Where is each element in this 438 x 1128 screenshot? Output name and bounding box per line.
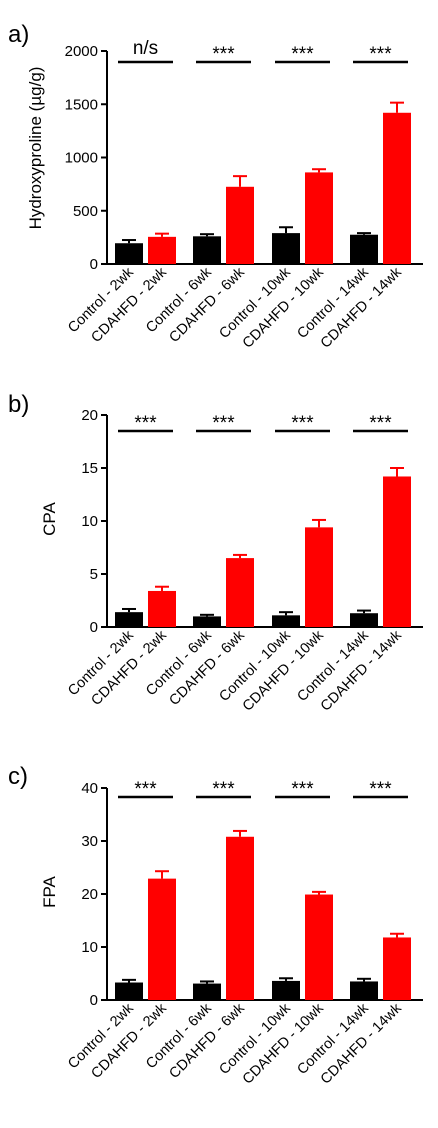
- y-axis-label: Hydroxyproline (µg/g): [26, 67, 45, 230]
- significance-label: ***: [212, 779, 235, 800]
- bar: [350, 981, 378, 1000]
- y-tick-label: 10: [81, 513, 98, 530]
- y-tick-label: 10: [81, 939, 98, 956]
- bar: [272, 233, 300, 264]
- y-tick-label: 1000: [65, 150, 98, 167]
- significance-label: ***: [134, 413, 157, 434]
- significance-label: ***: [134, 779, 157, 800]
- bar: [383, 112, 411, 265]
- bar: [305, 172, 333, 264]
- significance-label: ***: [291, 44, 314, 65]
- bar: [305, 527, 333, 627]
- bar: [148, 878, 176, 1000]
- significance-label: n/s: [133, 38, 158, 59]
- significance-label: ***: [212, 44, 235, 65]
- panel-label: c): [8, 763, 28, 790]
- significance-label: ***: [291, 779, 314, 800]
- significance-label: ***: [369, 779, 392, 800]
- y-tick-label: 1500: [65, 96, 98, 113]
- bar: [193, 236, 221, 264]
- significance-label: ***: [291, 413, 314, 434]
- bar: [193, 983, 221, 1000]
- bar: [115, 612, 143, 627]
- significance-label: ***: [212, 413, 235, 434]
- bar: [148, 236, 176, 264]
- y-axis-label: CPA: [40, 501, 59, 535]
- panel-label: a): [8, 21, 29, 48]
- y-tick-label: 20: [81, 407, 98, 424]
- bar: [226, 186, 254, 264]
- y-axis-label: FPA: [40, 875, 59, 907]
- y-tick-label: 40: [81, 780, 98, 797]
- y-tick-label: 20: [81, 886, 98, 903]
- panel-a: a) Hydroxyproline (µg/g) 0 500 1000 1500 200…: [8, 21, 423, 352]
- y-tick-label: 15: [81, 460, 98, 477]
- y-tick-label: 0: [90, 256, 98, 273]
- bar: [350, 613, 378, 627]
- bar: [272, 615, 300, 627]
- bar: [193, 616, 221, 627]
- y-tick-label: 5: [90, 566, 98, 583]
- panel-label: b): [8, 391, 29, 418]
- bar: [226, 836, 254, 1000]
- bar: [272, 980, 300, 1000]
- y-tick-label: 2000: [65, 43, 98, 60]
- y-tick-label: 30: [81, 833, 98, 850]
- y-tick-label: 500: [73, 203, 98, 220]
- bar: [226, 558, 254, 627]
- bar: [383, 476, 411, 627]
- bar: [148, 590, 176, 627]
- significance-label: ***: [369, 44, 392, 65]
- bar: [305, 894, 333, 1000]
- significance-label: ***: [369, 413, 392, 434]
- y-tick-label: 0: [90, 619, 98, 636]
- y-tick-label: 0: [90, 992, 98, 1009]
- bar: [350, 234, 378, 264]
- bar: [115, 243, 143, 264]
- bar: [115, 982, 143, 1000]
- bar: [383, 937, 411, 1000]
